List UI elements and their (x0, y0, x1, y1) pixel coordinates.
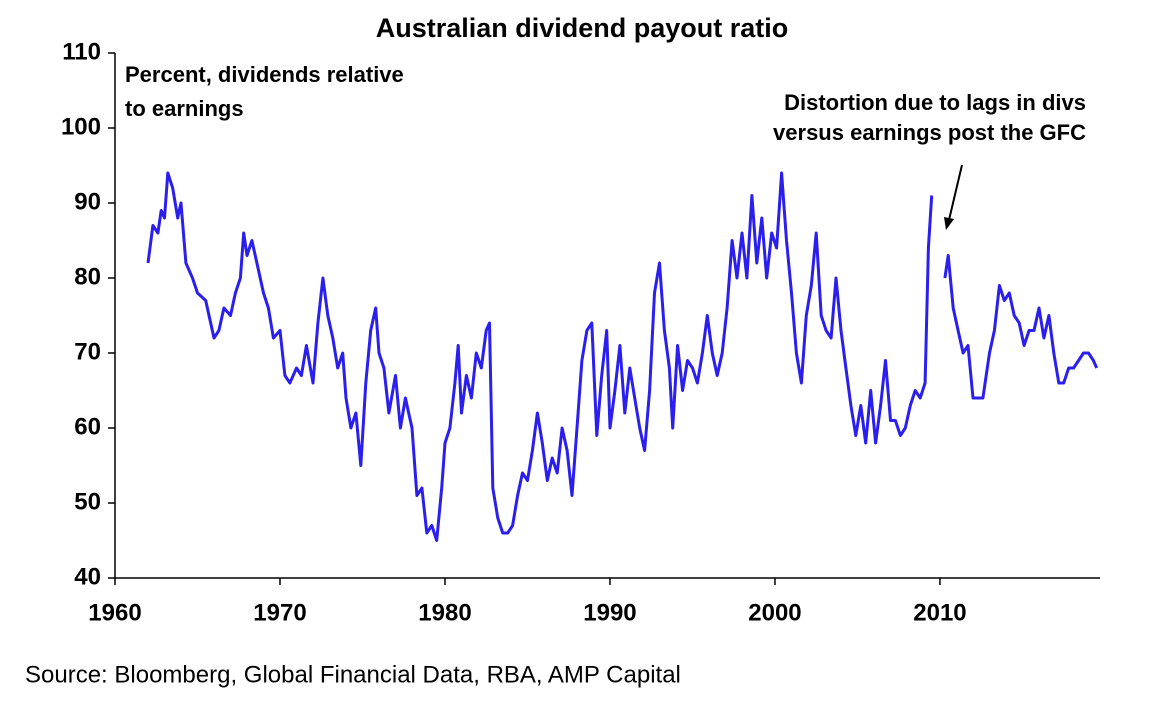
chart-title: Australian dividend payout ratio (376, 13, 789, 43)
y-tick-label: 60 (74, 413, 101, 440)
y-tick-label: 80 (74, 263, 101, 290)
y-tick-label: 40 (74, 563, 101, 590)
annotation: Percent, dividends relative (125, 62, 404, 87)
annotation: Distortion due to lags in divs (784, 90, 1086, 115)
y-tick-label: 110 (62, 38, 101, 65)
x-tick-label: 1980 (418, 599, 471, 626)
y-tick-label: 90 (74, 188, 101, 215)
x-tick-label: 1960 (88, 599, 141, 626)
y-tick-label: 100 (61, 113, 101, 140)
annotation: to earnings (125, 96, 244, 121)
data-line (146, 171, 1099, 542)
x-tick-label: 2000 (748, 599, 801, 626)
annotation: versus earnings post the GFC (773, 120, 1086, 145)
annotation-arrow (948, 164, 963, 221)
x-tick-label: 1970 (253, 599, 306, 626)
x-tick-label: 1990 (583, 599, 636, 626)
source-note: Source: Bloomberg, Global Financial Data… (25, 661, 681, 688)
y-tick-label: 70 (74, 338, 101, 365)
y-tick-label: 50 (74, 488, 101, 515)
arrow-head (944, 217, 954, 230)
x-tick-label: 2010 (913, 599, 966, 626)
